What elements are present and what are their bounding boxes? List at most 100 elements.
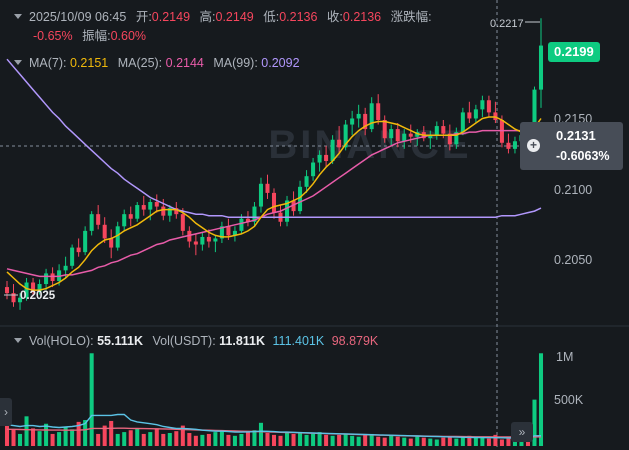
- volume-bar: [187, 433, 192, 446]
- candle-body: [343, 124, 348, 148]
- volume-bar: [402, 437, 407, 446]
- volume-bar: [115, 433, 120, 446]
- candle-body: [337, 139, 342, 148]
- volume-bar: [376, 436, 381, 446]
- candle-body: [161, 206, 166, 216]
- candle-body: [89, 214, 94, 231]
- volume-bar: [271, 434, 277, 446]
- volume-bar: [538, 353, 544, 446]
- volume-bar: [330, 435, 335, 446]
- candle-body: [187, 230, 192, 242]
- volume-bar: [532, 399, 537, 446]
- candle-datetime: 2025/10/09 06:45: [29, 10, 127, 24]
- y-tick-1M: 1M: [556, 350, 574, 364]
- crosshair-price-box[interactable]: + 0.2131 -0.6063%: [520, 122, 623, 170]
- candle-body: [434, 126, 439, 136]
- volume-bar: [239, 433, 244, 446]
- vol-collapse-triangle-icon[interactable]: [14, 338, 22, 344]
- candle-body: [37, 284, 42, 292]
- add-alert-plus-icon[interactable]: +: [527, 139, 540, 152]
- low-label: 低:: [263, 10, 280, 24]
- scroll-to-latest-button[interactable]: »: [511, 422, 533, 442]
- volume-bar: [480, 437, 485, 446]
- candle-body: [395, 129, 400, 142]
- candle-body: [44, 273, 49, 285]
- volume-bar: [324, 434, 329, 446]
- volume-bar: [460, 437, 465, 446]
- candle-body: [70, 247, 75, 266]
- volume-bar: [154, 428, 159, 446]
- candle-body: [454, 132, 459, 145]
- candle-body: [226, 226, 231, 236]
- volume-bar: [343, 433, 348, 446]
- volume-bar: [265, 433, 270, 446]
- change-value: -0.65%: [33, 29, 73, 43]
- amplitude-label: 振幅:: [82, 29, 111, 43]
- candle-body: [18, 297, 23, 303]
- candle-body: [499, 119, 504, 143]
- candle-body: [480, 100, 485, 110]
- volume-bar: [161, 433, 166, 446]
- volume-bar: [382, 437, 387, 446]
- volume-bar: [24, 416, 29, 446]
- candle-body: [63, 265, 68, 271]
- volume-bar: [180, 425, 185, 446]
- ma25-value: 0.2144: [165, 56, 204, 70]
- candle-body: [148, 202, 153, 210]
- volume-bar: [193, 435, 198, 446]
- candle-body: [141, 205, 146, 210]
- close-value: 0.2136: [342, 10, 382, 24]
- candle-body: [532, 89, 537, 142]
- candle-body: [311, 162, 316, 177]
- volume-bar: [291, 433, 296, 446]
- candle-body: [428, 135, 433, 139]
- volume-bar: [141, 433, 146, 446]
- candle-body: [467, 112, 472, 119]
- candle-body: [180, 214, 185, 231]
- ma-collapse-triangle-icon[interactable]: [14, 60, 22, 66]
- candle-body: [102, 224, 107, 239]
- high-label: 高:: [199, 10, 216, 24]
- crosshair-change: -0.6063%: [556, 149, 610, 163]
- low-value: 0.2136: [279, 10, 318, 24]
- ma-lines: [6, 58, 542, 291]
- volume-bar: [213, 432, 218, 446]
- candle-body: [174, 208, 179, 215]
- ma99-value: 0.2092: [261, 56, 300, 70]
- volume-bar: [128, 430, 133, 446]
- candle-body: [122, 214, 127, 227]
- change-label: 涨跌幅:: [390, 10, 432, 24]
- y-tick-0.2100: 0.2100: [554, 183, 593, 197]
- candle-body: [506, 142, 511, 149]
- ma99-line: [6, 58, 542, 218]
- candle-body: [76, 247, 81, 253]
- volume-bar: [447, 436, 452, 446]
- volume-bar: [304, 434, 309, 446]
- candle-body: [356, 113, 361, 119]
- volume-bar: [135, 428, 140, 446]
- volume-bar: [83, 420, 88, 446]
- volume-bar: [258, 422, 263, 446]
- volume-bar: [50, 433, 55, 446]
- vol-ma2-value: 98.879K: [331, 334, 379, 348]
- collapse-triangle-icon[interactable]: [14, 14, 22, 20]
- candle-body: [239, 218, 244, 231]
- volume-bar: [473, 436, 478, 446]
- volume-bar: [200, 434, 205, 446]
- candle-body: [4, 287, 10, 294]
- vol-usdt-label: Vol(USDT):: [152, 334, 216, 348]
- candle-body: [538, 45, 544, 90]
- candle-body: [369, 103, 374, 130]
- volume-bar: [4, 422, 10, 446]
- candle-body: [252, 206, 257, 222]
- high-marker-label: 0.2217: [490, 18, 524, 30]
- candle-body: [285, 200, 290, 222]
- scroll-left-button[interactable]: ›: [0, 398, 12, 426]
- volume-bar: [31, 428, 36, 446]
- candle-body: [109, 238, 114, 248]
- vol-usdt-value: 11.811K: [219, 334, 266, 348]
- y-tick-500K: 500K: [554, 393, 584, 407]
- candle-body: [206, 236, 211, 242]
- ohlc-header: 2025/10/09 06:45 开:0.2149 高:0.2149 低:0.2…: [14, 9, 432, 25]
